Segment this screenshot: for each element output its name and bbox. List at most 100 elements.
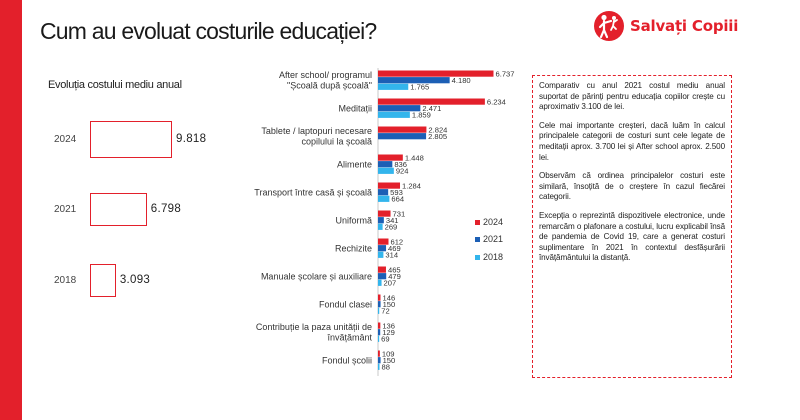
bar-2024	[378, 210, 391, 217]
category-label: Fondul școlii	[322, 355, 372, 365]
category-label: Contribuție la paza unității de învățămân…	[256, 322, 373, 343]
bar-data-label-2021: 2.805	[428, 132, 447, 141]
bar-2018	[378, 251, 384, 258]
legend-label-2021: 2021	[483, 234, 503, 244]
bar-2024	[378, 126, 427, 133]
bar-data-label-2024: 109	[382, 350, 395, 359]
category-label: Uniformă	[335, 215, 372, 225]
bar-data-label-2024: 1.284	[402, 182, 421, 191]
totals-subtitle: Evoluția costului mediu anual	[48, 79, 182, 91]
bar-2024	[378, 266, 386, 273]
bar-data-label-2018: 69	[381, 335, 389, 344]
bar-2021	[378, 357, 381, 364]
bar-data-label-2021: 150	[383, 300, 396, 309]
bar-data-label-2024: 1.448	[405, 154, 424, 163]
bar-data-label-2018: 314	[385, 251, 398, 260]
bar-2021	[378, 105, 421, 112]
bar-2021	[378, 245, 387, 252]
legend-label-2018: 2018	[483, 252, 503, 262]
total-value-2021: 6.798	[150, 202, 182, 215]
bar-data-label-2024: 6.737	[495, 70, 514, 79]
bar-2021	[378, 189, 389, 196]
bar-2021	[378, 77, 450, 84]
bar-2021	[378, 217, 384, 224]
category-label: Rechizite	[335, 243, 372, 253]
bar-data-label-2018: 664	[391, 195, 404, 204]
brand-name: Salvați Copiii	[630, 17, 739, 35]
bar-2021	[378, 329, 381, 336]
left-accent-stripe	[0, 0, 22, 420]
bar-data-label-2024: 731	[393, 210, 406, 219]
bar-2018	[378, 363, 380, 370]
bar-data-label-2024: 465	[388, 266, 401, 275]
category-label: Meditații	[338, 103, 372, 113]
legend-swatch-2021	[475, 237, 480, 242]
bar-data-label-2024: 6.234	[487, 98, 506, 107]
figure-holding-child-icon	[594, 11, 624, 41]
bar-2024	[378, 350, 380, 357]
bar-2024	[378, 154, 403, 161]
bar-2018	[378, 335, 380, 342]
category-label: Transport între casă și școală	[254, 187, 372, 197]
bar-2018	[378, 307, 380, 314]
bar-data-label-2021: 150	[383, 356, 396, 365]
note-paragraph: Comparativ cu anul 2021 costul mediu anu…	[539, 81, 725, 112]
bar-data-label-2021: 836	[394, 160, 407, 169]
category-label: Manuale școlare și auxiliare	[261, 271, 372, 281]
note-paragraph: Excepția o reprezintă dispozitivele elec…	[539, 210, 725, 263]
bar-data-label-2018: 72	[381, 307, 389, 316]
bar-2018	[378, 195, 390, 202]
bar-data-label-2021: 593	[390, 188, 403, 197]
bar-2018	[378, 167, 394, 174]
bar-data-label-2024: 136	[382, 322, 395, 331]
legend-swatch-2024	[475, 220, 480, 225]
bar-data-label-2021: 4.180	[452, 76, 471, 85]
bar-data-label-2021: 129	[382, 328, 395, 337]
bar-2018	[378, 83, 409, 90]
total-year-2018: 2018	[54, 274, 77, 286]
total-box-2024	[90, 121, 172, 158]
bar-data-label-2018: 207	[384, 279, 397, 288]
bar-data-label-2018: 1.859	[412, 111, 431, 120]
legend-swatch-2018	[475, 255, 480, 260]
bar-2021	[378, 161, 393, 168]
total-box-2018	[90, 264, 116, 297]
bar-2021	[378, 273, 387, 280]
page-title: Cum au evoluat costurile educației?	[40, 18, 377, 44]
brand-logo[interactable]: Salvați Copiii	[594, 10, 738, 42]
total-value-2018: 3.093	[119, 273, 151, 286]
total-year-2024: 2024	[54, 133, 77, 145]
bar-data-label-2018: 269	[385, 223, 398, 232]
bar-data-label-2024: 612	[390, 238, 403, 247]
category-label: After school/ programul "Școală după școa…	[279, 70, 372, 91]
bar-2018	[378, 111, 410, 118]
bar-data-label-2021: 2.471	[422, 104, 441, 113]
bar-data-label-2021: 341	[386, 216, 399, 225]
total-year-2021: 2021	[54, 203, 77, 215]
bar-2024	[378, 294, 381, 301]
bar-data-label-2021: 469	[388, 244, 401, 253]
bar-data-label-2021: 479	[388, 272, 401, 281]
bar-data-label-2024: 2.824	[428, 126, 447, 135]
bar-2024	[378, 98, 485, 105]
bar-data-label-2018: 88	[382, 363, 390, 372]
bar-2024	[378, 182, 401, 189]
bar-data-label-2024: 146	[383, 294, 396, 303]
bar-2021	[378, 301, 381, 308]
category-label: Alimente	[337, 159, 372, 169]
note-paragraph: Observăm că ordinea principalelor costur…	[539, 171, 725, 202]
note-paragraph: Cele mai importante creșteri, dacă luăm …	[539, 120, 725, 162]
bar-2024	[378, 70, 494, 77]
total-value-2024: 9.818	[176, 132, 207, 145]
category-label: Fondul clasei	[319, 299, 372, 309]
notes-box: Comparativ cu anul 2021 costul mediu anu…	[532, 75, 732, 378]
bar-2018	[378, 279, 382, 286]
legend-label-2024: 2024	[483, 217, 503, 227]
total-box-2021	[90, 193, 147, 226]
bar-2021	[378, 133, 427, 140]
category-label: Tablete / laptopuri necesare copilului la…	[261, 126, 372, 147]
bar-2024	[378, 238, 389, 245]
bar-data-label-2018: 1.765	[410, 83, 429, 92]
bar-2024	[378, 322, 381, 329]
